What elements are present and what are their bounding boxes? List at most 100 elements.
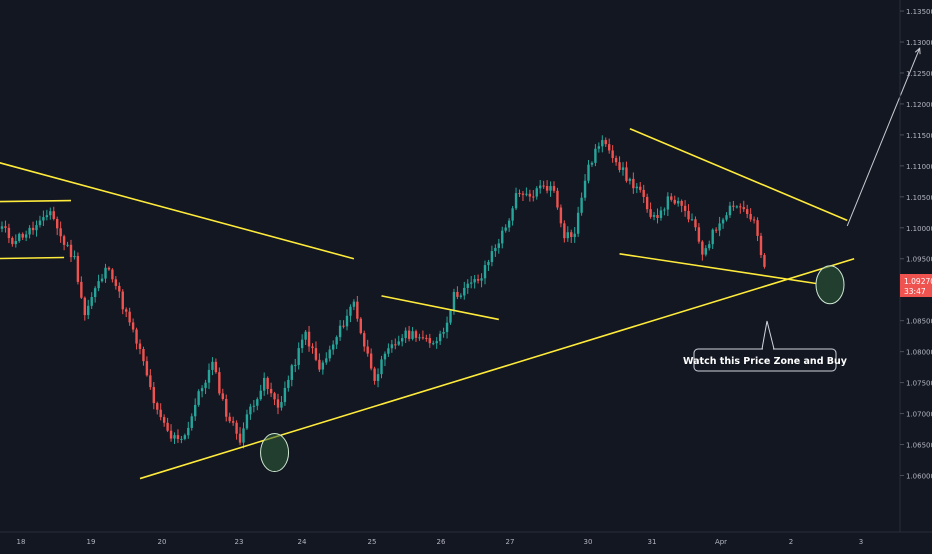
- candle-down: [266, 377, 269, 389]
- candle-up: [173, 435, 176, 439]
- time-tick-label: 31: [648, 538, 657, 546]
- candle-down: [118, 285, 121, 292]
- price-tick-label: 1.06000: [906, 472, 932, 480]
- price-tick-label: 1.11000: [906, 163, 932, 171]
- candle-down: [570, 232, 573, 238]
- candle-up: [587, 164, 590, 181]
- main-uptrend-line: [139, 257, 855, 480]
- candle-up: [294, 364, 297, 366]
- candle-up: [490, 251, 494, 262]
- candle-up: [87, 305, 90, 316]
- time-tick-label: 18: [17, 538, 26, 546]
- candle-up: [187, 427, 190, 436]
- candle-up: [245, 414, 249, 429]
- candle-up: [501, 230, 504, 244]
- annotation-callout: Watch this Price Zone and Buy: [683, 320, 848, 372]
- time-tick-label: 27: [506, 538, 515, 546]
- candle-up: [404, 330, 407, 339]
- projection-arrow-head: [914, 47, 921, 55]
- candle-up: [338, 325, 342, 338]
- candle-up: [411, 331, 414, 339]
- time-tick-label: 24: [298, 538, 307, 546]
- candle-down: [152, 387, 155, 404]
- candle-up: [200, 388, 204, 392]
- candle-up: [535, 188, 538, 197]
- candle-down: [407, 330, 411, 339]
- candle-up: [90, 297, 93, 306]
- candle-down: [608, 144, 611, 151]
- candle-up: [259, 390, 262, 400]
- candle-down: [231, 421, 235, 423]
- candle-down: [166, 422, 169, 431]
- candle-up: [511, 208, 514, 221]
- price-tick-label: 1.10500: [906, 194, 932, 202]
- candle-down: [694, 219, 697, 228]
- time-tick-label: 3: [859, 538, 863, 546]
- price-tick-label: 1.13000: [906, 39, 932, 47]
- candle-up: [325, 358, 328, 363]
- candle-down: [639, 186, 642, 190]
- candle-up: [352, 301, 356, 307]
- candle-up: [445, 322, 449, 333]
- candle-up: [583, 180, 587, 198]
- candle-down: [276, 399, 280, 408]
- candle-down: [632, 178, 635, 189]
- time-tick-label: 19: [87, 538, 96, 546]
- candle-down: [701, 241, 704, 255]
- candle-down: [425, 337, 428, 339]
- candle-down: [645, 196, 649, 210]
- candle-down: [21, 233, 24, 238]
- price-tick-label: 1.13500: [906, 8, 932, 16]
- candle-up: [380, 359, 383, 375]
- candle-down: [159, 409, 162, 418]
- candle-down: [363, 333, 366, 347]
- candle-down: [759, 235, 763, 256]
- candle-up: [718, 223, 721, 231]
- candle-up: [725, 215, 728, 220]
- candle-up: [335, 337, 338, 345]
- wedge-top-line: [629, 127, 848, 222]
- candle-down: [342, 325, 345, 327]
- candle-down: [604, 140, 607, 145]
- candle-down: [373, 368, 376, 381]
- consolidation-top-line: [0, 199, 72, 203]
- candle-down: [56, 218, 59, 229]
- candle-down: [521, 193, 525, 195]
- candle-up: [42, 217, 45, 221]
- candle-up: [104, 267, 107, 279]
- candle-up: [473, 279, 476, 283]
- candle-up: [93, 288, 97, 298]
- candle-up: [494, 247, 497, 252]
- candle-up: [45, 215, 49, 218]
- candle-down: [225, 399, 228, 417]
- candle-down: [235, 422, 238, 434]
- candle-up: [525, 193, 528, 195]
- candle-down: [269, 388, 273, 394]
- candle-up: [376, 374, 380, 381]
- candle-down: [649, 209, 652, 217]
- candle-up: [180, 438, 183, 440]
- candle-down: [714, 229, 718, 231]
- candle-up: [721, 219, 725, 224]
- candle-down: [476, 279, 480, 281]
- candle-down: [673, 199, 676, 204]
- time-tick-label: 25: [368, 538, 377, 546]
- candle-down: [532, 196, 535, 198]
- buy-zone-circle-right: [815, 265, 845, 305]
- candle-up: [328, 349, 331, 359]
- candle-down: [149, 375, 152, 388]
- time-axis[interactable]: 18 19 20 23 24 25 26 27 30 31 Apr 2 3: [17, 538, 864, 546]
- candle-down: [556, 190, 559, 208]
- candle-down: [742, 207, 745, 210]
- candle-down: [642, 189, 645, 197]
- price-tick-label: 1.10000: [906, 225, 932, 233]
- candle-down: [618, 162, 621, 170]
- candle-down: [83, 297, 86, 316]
- candle-down: [111, 269, 114, 280]
- candle-down: [528, 193, 532, 197]
- price-tick-label: 1.08500: [906, 318, 932, 326]
- long-downtrend-line: [0, 162, 355, 260]
- candle-up: [597, 146, 601, 149]
